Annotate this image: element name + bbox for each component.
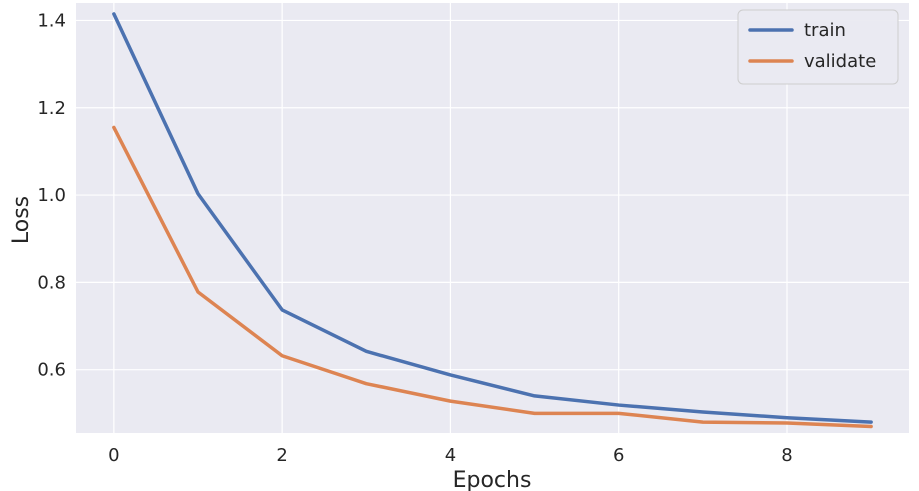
series-line-train xyxy=(112,12,873,424)
legend: train validate xyxy=(737,9,899,85)
x-tick-label: 4 xyxy=(445,445,456,466)
y-tick-labels: 0.6 0.8 1.0 1.2 1.4 xyxy=(37,10,66,380)
y-tick-label: 0.6 xyxy=(37,360,66,381)
x-tick-label: 0 xyxy=(108,445,119,466)
series-lines xyxy=(112,12,873,429)
legend-label-validate: validate xyxy=(804,51,876,72)
y-tick-label: 1.0 xyxy=(37,185,66,206)
x-tick-labels: 0 2 4 6 8 xyxy=(108,445,793,466)
x-tick-label: 8 xyxy=(781,445,792,466)
x-axis-label: Epochs xyxy=(453,468,532,491)
legend-label-train: train xyxy=(804,20,846,41)
series-line-validate xyxy=(112,125,873,429)
y-tick-label: 1.2 xyxy=(37,98,66,119)
y-tick-label: 0.8 xyxy=(37,272,66,293)
x-tick-label: 6 xyxy=(613,445,624,466)
y-tick-label: 1.4 xyxy=(37,10,66,31)
y-axis-label: Loss xyxy=(9,196,34,244)
x-tick-label: 2 xyxy=(276,445,287,466)
